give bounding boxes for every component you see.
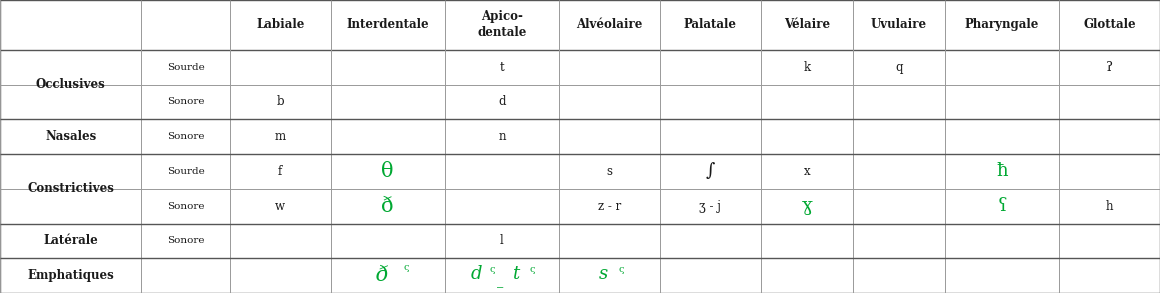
Text: Apico-
dentale: Apico- dentale [477, 11, 527, 39]
Text: Sonore: Sonore [167, 202, 204, 211]
Text: t: t [513, 265, 520, 283]
Text: ħ: ħ [996, 162, 1008, 180]
Text: ʕ: ʕ [998, 197, 1007, 215]
Text: l: l [500, 234, 503, 247]
Text: _: _ [496, 275, 502, 288]
Text: Nasales: Nasales [45, 130, 96, 143]
Text: ∫: ∫ [705, 162, 715, 180]
Text: Vélaire: Vélaire [784, 18, 829, 31]
Text: Sonore: Sonore [167, 97, 204, 106]
Text: d: d [499, 96, 506, 108]
Text: h: h [1105, 200, 1114, 213]
Text: s: s [599, 265, 608, 283]
Text: ς: ς [490, 265, 495, 274]
Text: Interdentale: Interdentale [347, 18, 429, 31]
Text: Sourde: Sourde [167, 167, 204, 176]
Text: ς: ς [618, 265, 624, 274]
Text: ς: ς [529, 265, 535, 274]
Text: Occlusives: Occlusives [36, 78, 106, 91]
Text: Emphatiques: Emphatiques [28, 269, 114, 282]
Text: w: w [275, 200, 285, 213]
Text: Latérale: Latérale [43, 234, 99, 247]
Text: Alvéolaire: Alvéolaire [577, 18, 643, 31]
Text: f: f [278, 165, 282, 178]
Text: m: m [275, 130, 285, 143]
Text: ð: ð [382, 197, 394, 216]
Text: k: k [803, 61, 811, 74]
Text: q: q [896, 61, 902, 74]
Text: Sonore: Sonore [167, 236, 204, 246]
Text: Pharyngale: Pharyngale [965, 18, 1039, 31]
Text: Labiale: Labiale [256, 18, 304, 31]
Text: Glottale: Glottale [1083, 18, 1136, 31]
Text: Uvulaire: Uvulaire [871, 18, 927, 31]
Text: s: s [607, 165, 612, 178]
Text: t: t [500, 61, 505, 74]
Text: Constrictives: Constrictives [27, 182, 114, 195]
Text: n: n [499, 130, 506, 143]
Text: ʔ: ʔ [1105, 61, 1114, 74]
Text: θ: θ [382, 162, 394, 181]
Text: z - r: z - r [597, 200, 621, 213]
Text: Sourde: Sourde [167, 63, 204, 72]
Text: b: b [276, 96, 284, 108]
Text: x: x [804, 165, 810, 178]
Text: ς: ς [404, 263, 409, 272]
Text: ɣ: ɣ [802, 197, 812, 215]
Text: ʒ - j: ʒ - j [699, 200, 722, 213]
Text: ð: ð [376, 266, 389, 285]
Text: Palatale: Palatale [683, 18, 737, 31]
Text: d: d [471, 265, 483, 283]
Text: Sonore: Sonore [167, 132, 204, 141]
